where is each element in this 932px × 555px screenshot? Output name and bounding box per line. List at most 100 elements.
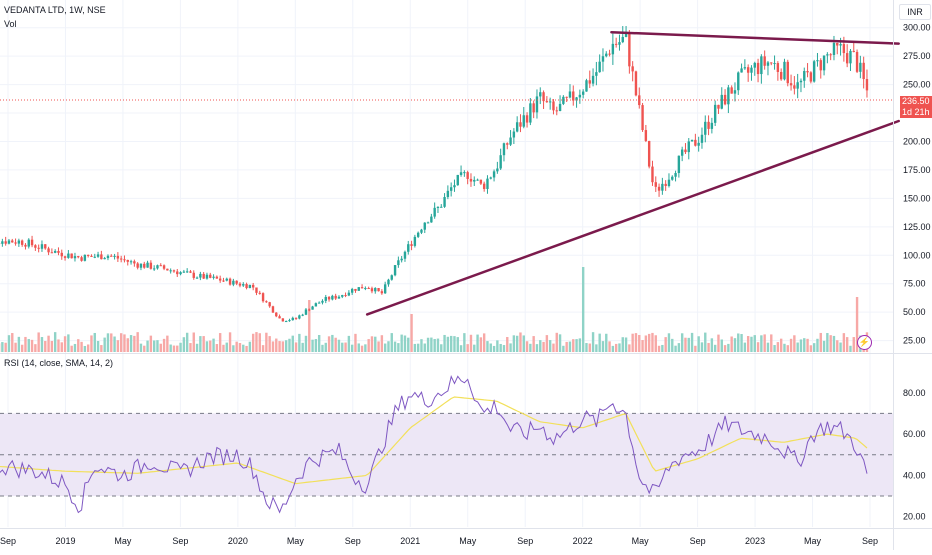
volume-bar: [272, 341, 274, 352]
candle-body: [800, 81, 802, 82]
candle-body: [417, 233, 419, 237]
volume-bar: [160, 344, 162, 352]
candle-body: [790, 83, 792, 85]
volume-bar: [694, 346, 696, 352]
volume-bar: [146, 341, 148, 352]
y-tick-label: 75.00: [903, 279, 926, 289]
volume-bar: [787, 345, 789, 352]
currency-badge[interactable]: INR: [899, 4, 931, 20]
volume-bar: [499, 344, 501, 352]
candle-body: [351, 289, 353, 293]
candle-body: [37, 248, 39, 249]
volume-bar: [262, 345, 264, 352]
candle-body: [849, 51, 851, 63]
candle-body: [100, 254, 102, 259]
x-tick-label: May: [459, 536, 477, 546]
candle-body: [740, 68, 742, 72]
lightning-icon[interactable]: ⚡: [857, 335, 872, 350]
volume-bar: [655, 335, 657, 352]
candle-body: [334, 296, 336, 299]
candle-body: [169, 270, 171, 271]
candle-body: [529, 103, 531, 122]
candle-body: [820, 60, 822, 70]
candle-body: [483, 184, 485, 189]
volume-bar: [90, 335, 92, 352]
volume-bar: [843, 333, 845, 352]
volume-bar: [849, 346, 851, 352]
candle-body: [397, 260, 399, 265]
candle-body: [681, 150, 683, 156]
candle-body: [87, 255, 89, 256]
candle-body: [717, 105, 719, 109]
candle-body: [328, 297, 330, 299]
candle-body: [107, 256, 109, 258]
candle-body: [697, 143, 699, 146]
volume-bar: [562, 346, 564, 352]
volume-bar: [44, 341, 46, 352]
volume-bar: [169, 345, 171, 352]
candle-body: [183, 272, 185, 273]
volume-bar: [615, 344, 617, 352]
volume-bar: [549, 340, 551, 352]
x-tick-label: May: [804, 536, 822, 546]
volume-bar: [179, 343, 181, 352]
volume-bar: [740, 334, 742, 352]
candle-body: [615, 44, 617, 45]
rsi-tick-label: 40.00: [903, 470, 926, 480]
volume-bar: [506, 337, 508, 352]
candle-body: [598, 62, 600, 72]
volume-bar: [199, 336, 201, 352]
candle-body: [196, 278, 198, 279]
volume-bar: [480, 337, 482, 352]
volume-bar: [417, 344, 419, 352]
candle-body: [179, 272, 181, 274]
candle-body: [793, 85, 795, 88]
candle-body: [641, 105, 643, 130]
volume-bar: [674, 346, 676, 352]
volume-bar: [381, 335, 383, 352]
volume-bar: [387, 341, 389, 352]
volume-bar: [268, 336, 270, 352]
volume-bar: [526, 341, 528, 352]
candle-body: [321, 301, 323, 303]
candle-body: [691, 140, 693, 142]
candle-body: [272, 306, 274, 312]
candle-body: [803, 71, 805, 81]
volume-bar: [318, 335, 320, 352]
volume-bar: [813, 343, 815, 352]
candle-body: [113, 256, 115, 257]
candle-body: [202, 274, 204, 279]
volume-bar: [628, 344, 630, 352]
volume-bar: [536, 344, 538, 352]
volume-bar: [113, 337, 115, 352]
volume-bar: [826, 333, 828, 352]
volume-bar: [701, 342, 703, 352]
volume-bar: [585, 343, 587, 352]
candle-body: [595, 72, 597, 76]
candle-body: [760, 56, 762, 74]
candle-body: [836, 43, 838, 46]
candle-body: [622, 37, 624, 42]
candle-body: [539, 92, 541, 96]
volume-bar: [688, 338, 690, 352]
last-price-label: 236.50: [900, 96, 932, 107]
volume-bar: [721, 339, 723, 352]
volume-bar: [74, 344, 76, 352]
volume-bar: [612, 346, 614, 352]
candle-body: [41, 244, 43, 249]
candle-body: [176, 271, 178, 274]
candle-body: [331, 296, 333, 300]
volume-bar: [216, 344, 218, 352]
candle-body: [166, 269, 168, 271]
volume-bar: [658, 346, 660, 352]
volume-bar: [212, 339, 214, 352]
candle-body: [519, 122, 521, 126]
volume-bar: [476, 335, 478, 352]
volume-bar: [823, 341, 825, 352]
volume-bar: [143, 346, 145, 352]
candle-body: [684, 150, 686, 153]
volume-bar: [295, 342, 297, 352]
candle-body: [618, 42, 620, 45]
